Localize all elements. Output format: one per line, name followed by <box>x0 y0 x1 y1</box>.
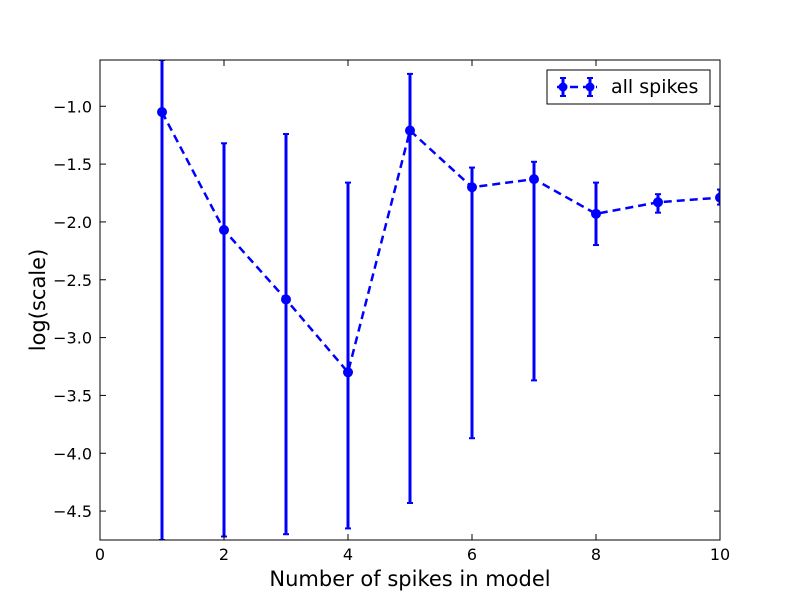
legend-marker <box>585 82 595 92</box>
data-point <box>467 182 477 193</box>
x-tick-label: 6 <box>467 545 477 564</box>
legend-entry-label: all spikes <box>611 76 698 98</box>
data-point <box>405 125 415 136</box>
data-point <box>653 197 663 208</box>
y-tick-label: −4.5 <box>53 502 92 521</box>
plot-area <box>157 60 720 540</box>
y-tick-label: −1.0 <box>53 97 92 116</box>
data-point <box>281 294 291 305</box>
y-axis-label: log(scale) <box>26 249 50 352</box>
legend-marker <box>558 82 568 92</box>
y-tick-label: −4.0 <box>53 444 92 463</box>
x-tick-label: 0 <box>95 545 105 564</box>
data-point <box>343 367 353 378</box>
axis-ticks: 0 2 4 6 8 10 −1.0 −1.5 −2.0 −2.5 −3.0 −3.5 −4.0 −4.5 <box>53 60 730 564</box>
legend-symbol <box>557 77 597 97</box>
y-tick-label: −3.5 <box>53 386 92 405</box>
y-tick-label: −1.5 <box>53 155 92 174</box>
data-point <box>157 107 167 118</box>
x-axis-label: Number of spikes in model <box>269 567 550 591</box>
legend: all spikes <box>546 69 711 105</box>
y-tick-label: −2.0 <box>53 213 92 232</box>
data-point <box>591 208 601 219</box>
y-tick-label: −2.5 <box>53 271 92 290</box>
series-line <box>160 111 720 375</box>
x-tick-label: 10 <box>710 545 730 564</box>
series-group <box>157 60 720 540</box>
x-tick-label: 2 <box>219 545 229 564</box>
plot-frame <box>99 59 721 541</box>
data-point <box>219 225 229 236</box>
x-tick-label: 4 <box>343 545 353 564</box>
y-tick-label: −3.0 <box>53 329 92 348</box>
x-tick-label: 8 <box>591 545 601 564</box>
data-point <box>529 174 539 185</box>
data-point <box>715 192 720 203</box>
